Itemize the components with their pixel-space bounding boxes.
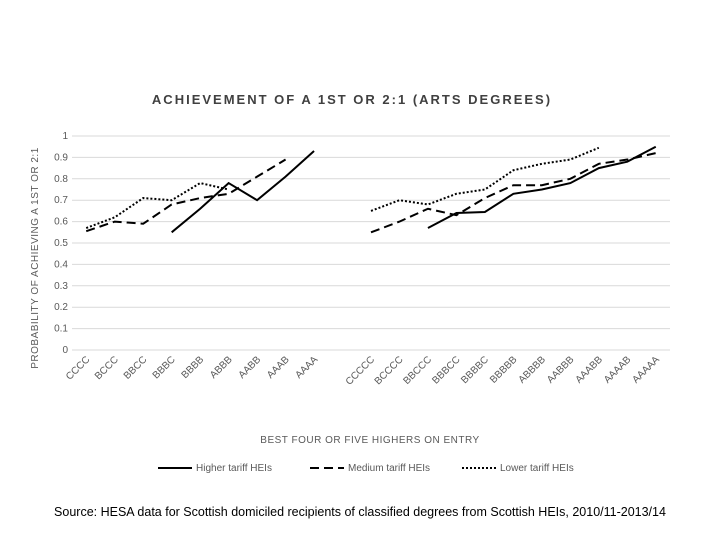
y-tick-label: 0.8: [54, 174, 68, 185]
x-tick-label: AABB: [237, 354, 264, 381]
x-tick-label: BCCC: [93, 354, 121, 382]
x-tick-label: AAAAB: [602, 354, 634, 386]
x-tick-label: AAABB: [574, 354, 606, 386]
x-tick-label: BCCCC: [373, 354, 406, 387]
x-tick-label: BBCCC: [402, 354, 435, 387]
legend-label: Medium tariff HEIs: [348, 463, 430, 474]
x-tick-label: BBBB: [180, 354, 207, 381]
x-tick-label: AAAA: [294, 354, 321, 381]
x-tick-label: ABBBB: [517, 354, 549, 386]
y-axis-label: PROBABILITY OF ACHIEVING A 1ST OR 2:1: [30, 147, 41, 369]
x-tick-label: AAAAA: [631, 354, 663, 386]
y-tick-label: 1: [62, 131, 68, 142]
y-tick-label: 0: [62, 345, 68, 356]
y-tick-label: 0.4: [54, 259, 68, 270]
x-tick-label: AABBB: [545, 354, 577, 386]
legend-label: Lower tariff HEIs: [500, 463, 574, 474]
y-tick-label: 0.3: [54, 281, 68, 292]
chart-title: ACHIEVEMENT OF A 1ST OR 2:1 (ARTS DEGREE…: [152, 92, 552, 107]
x-tick-label: BBCC: [122, 354, 149, 381]
x-tick-label: BBBBB: [488, 354, 520, 386]
x-tick-label: CCCCC: [344, 354, 377, 387]
y-tick-label: 0.5: [54, 238, 68, 249]
y-tick-label: 0.9: [54, 152, 68, 163]
series-line: [85, 146, 600, 229]
x-tick-label: BBBC: [151, 354, 178, 381]
y-tick-label: 0.7: [54, 195, 68, 206]
legend-label: Higher tariff HEIs: [196, 463, 272, 474]
series-line: [85, 152, 656, 234]
x-tick-label: AAAB: [265, 354, 292, 381]
y-tick-label: 0.1: [54, 324, 68, 335]
series-line: [171, 145, 657, 234]
x-axis-label: BEST FOUR OR FIVE HIGHERS ON ENTRY: [260, 435, 479, 446]
x-tick-label: ABBB: [208, 354, 235, 381]
source-note: Source: HESA data for Scottish domiciled…: [54, 505, 666, 519]
y-tick-label: 0.6: [54, 217, 68, 228]
x-tick-label: CCCC: [64, 354, 92, 382]
x-tick-label: BBBCC: [430, 354, 462, 386]
x-tick-label: BBBBC: [459, 354, 491, 386]
y-tick-label: 0.2: [54, 302, 68, 313]
